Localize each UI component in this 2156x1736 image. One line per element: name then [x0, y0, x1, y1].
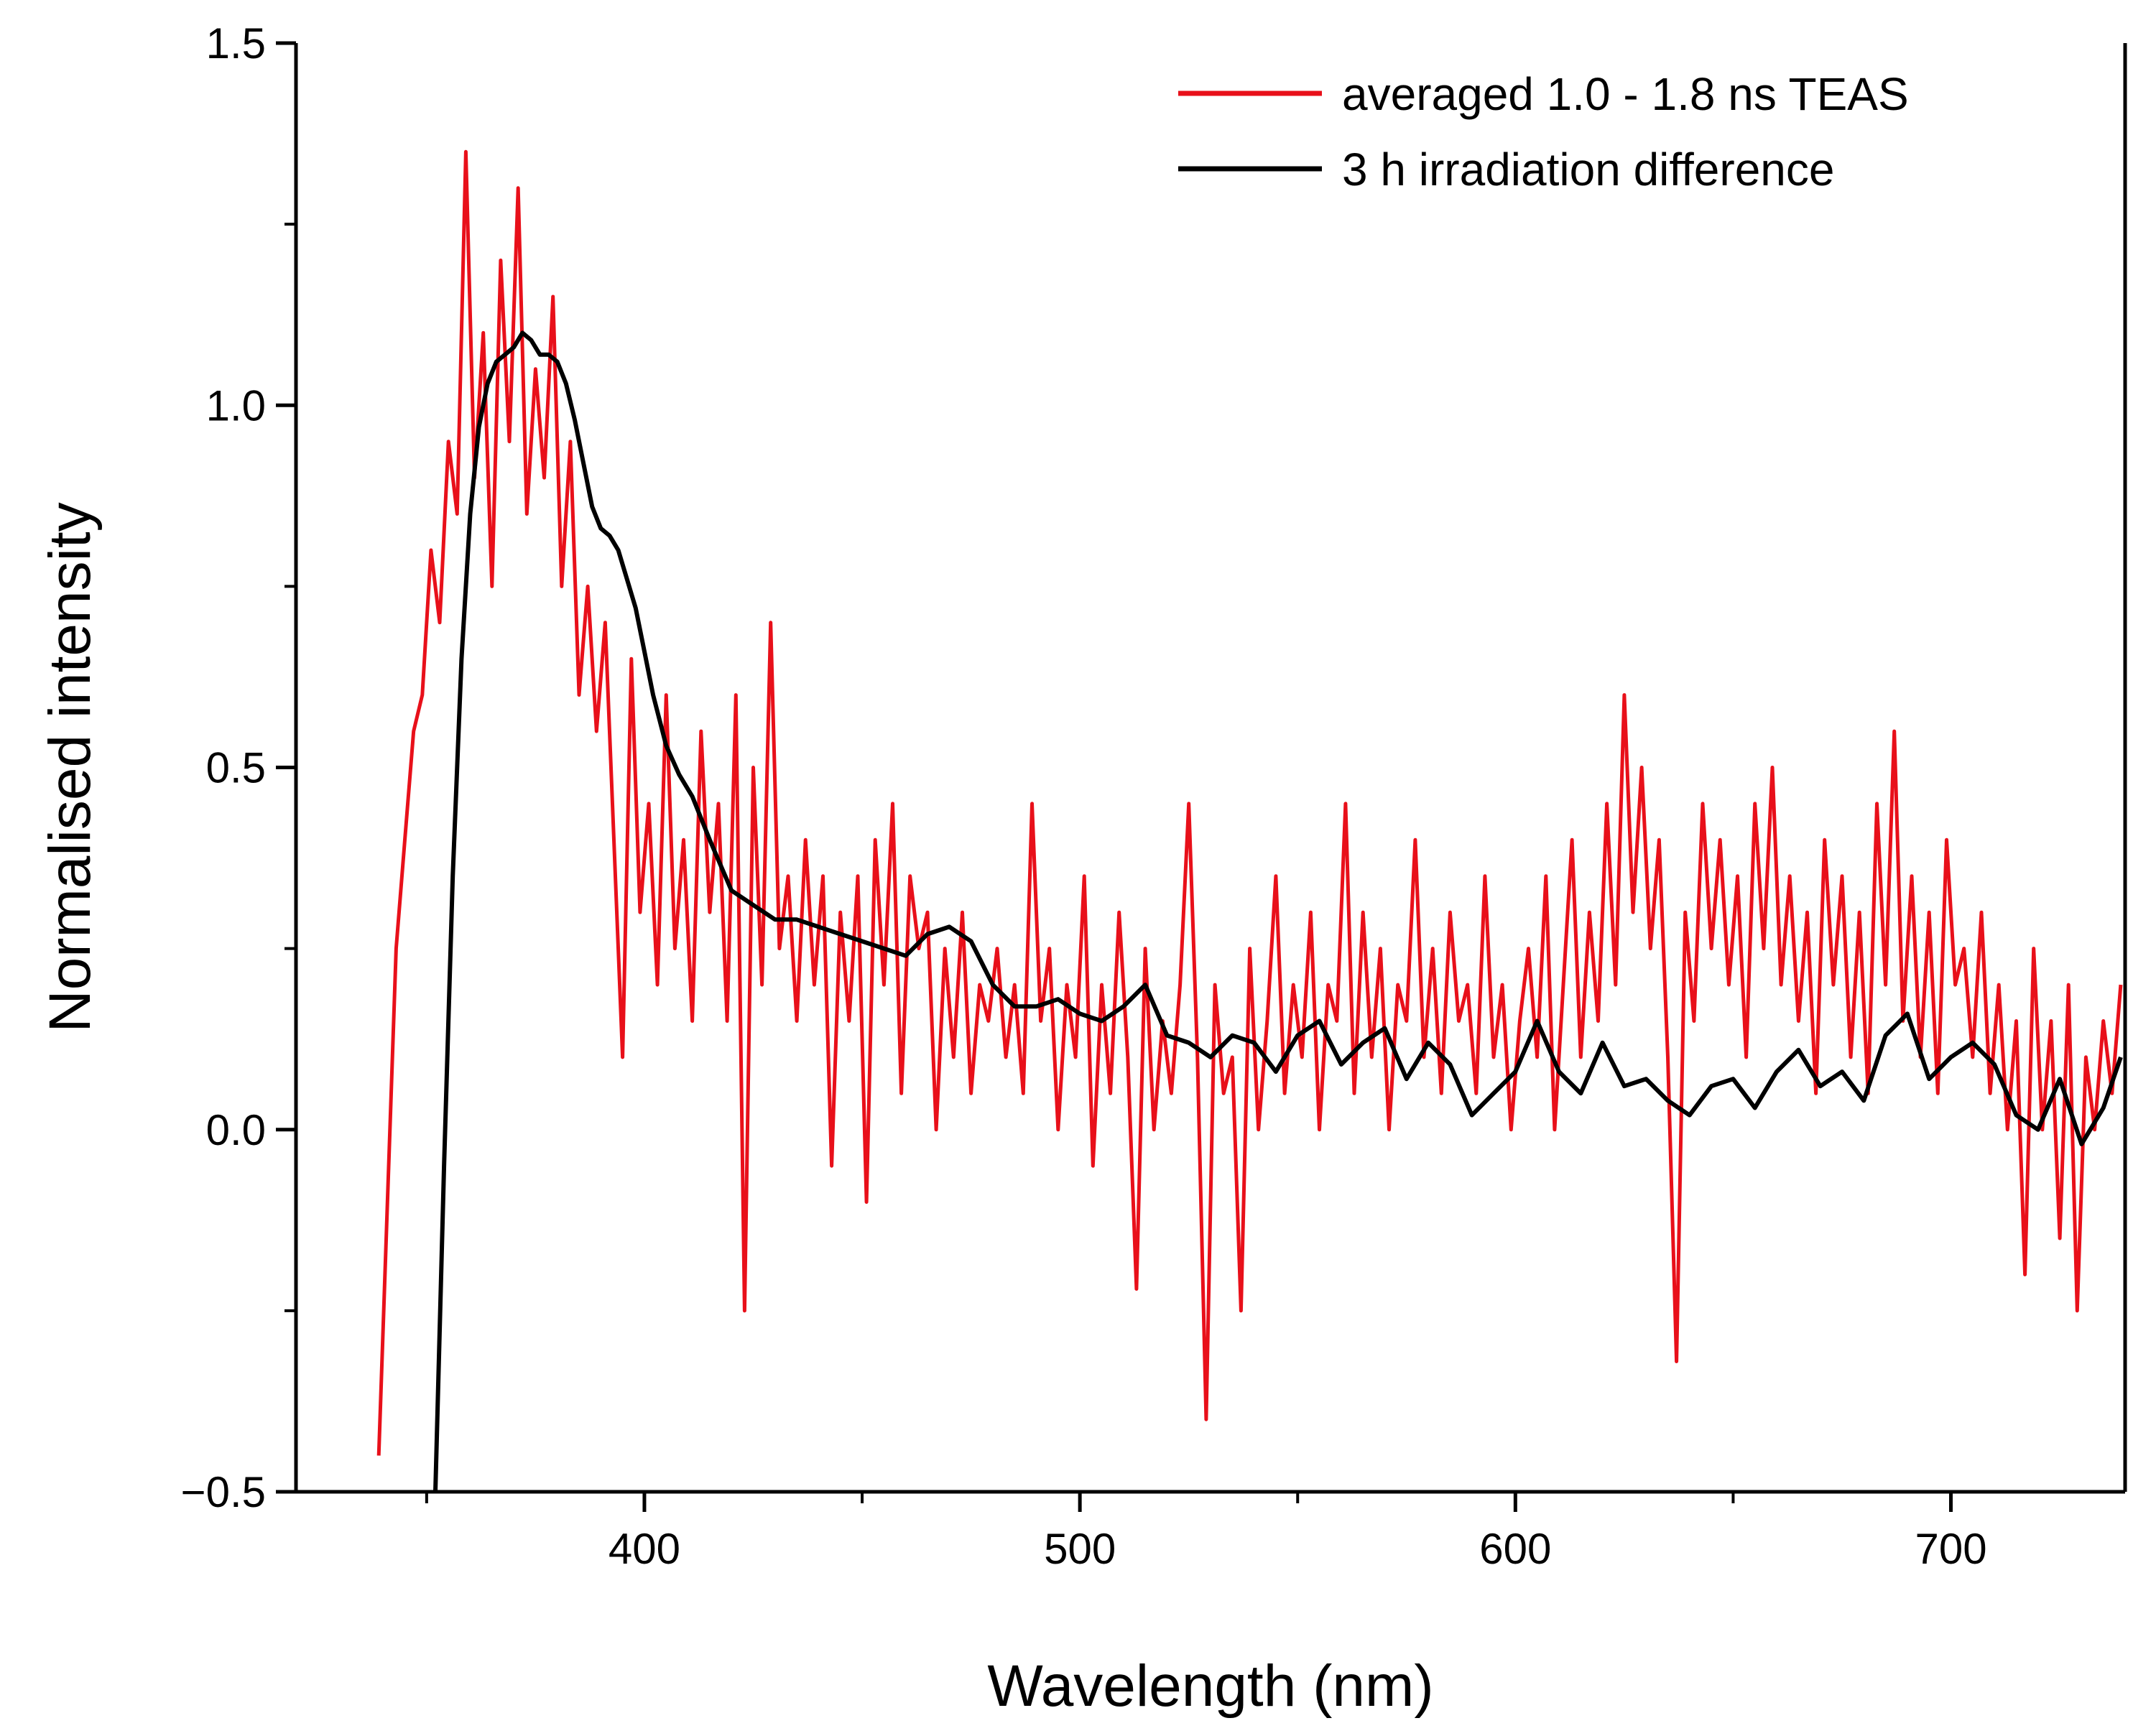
x-tick-label: 500	[1044, 1525, 1116, 1573]
y-tick-label: −0.5	[181, 1468, 266, 1516]
legend: averaged 1.0 - 1.8 ns TEAS 3 h irradiati…	[1178, 68, 1909, 195]
legend-label-irradiation: 3 h irradiation difference	[1342, 144, 1834, 195]
y-axis-title: Normalised intensity	[37, 502, 103, 1032]
tick-labels: 400 500 600 700 −0.5 0.0 0.5 1.0 1.5	[181, 19, 1987, 1573]
x-tick-label: 600	[1479, 1525, 1551, 1573]
ticks	[276, 41, 1953, 1512]
legend-label-teas: averaged 1.0 - 1.8 ns TEAS	[1342, 68, 1909, 120]
plot-content	[376, 149, 2123, 1492]
x-tick-label: 700	[1915, 1525, 1986, 1573]
y-tick-label: 1.5	[206, 19, 266, 68]
series-line-teas	[376, 149, 2123, 1456]
y-tick-label: 1.0	[206, 381, 266, 430]
series-line-irradiation	[433, 330, 2123, 1492]
x-tick-label: 400	[609, 1525, 680, 1573]
x-axis-title: Wavelength (nm)	[987, 1653, 1433, 1719]
y-tick-label: 0.0	[206, 1106, 266, 1154]
y-tick-label: 0.5	[206, 744, 266, 792]
